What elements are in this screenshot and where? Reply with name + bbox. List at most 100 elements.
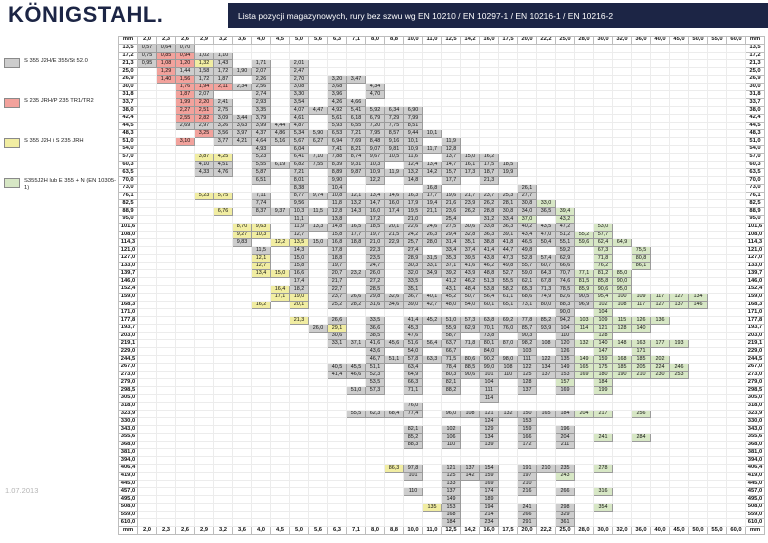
empty-cell bbox=[498, 425, 518, 434]
weight-cell: 45,5 bbox=[346, 362, 366, 372]
empty-cell bbox=[213, 246, 233, 255]
empty-cell bbox=[251, 331, 271, 341]
weight-cell: 169 bbox=[555, 386, 575, 395]
empty-cell bbox=[460, 502, 480, 512]
weight-cell: 142 bbox=[460, 471, 480, 481]
weight-cell: 3,56 bbox=[213, 129, 233, 139]
empty-cell bbox=[612, 253, 632, 263]
weight-cell: 13,5 bbox=[289, 238, 309, 248]
weight-cell: 110 bbox=[498, 370, 518, 380]
empty-cell bbox=[422, 425, 442, 434]
empty-cell bbox=[688, 323, 708, 333]
empty-cell bbox=[194, 277, 214, 286]
empty-cell bbox=[631, 378, 651, 388]
empty-cell bbox=[707, 347, 727, 357]
empty-cell bbox=[289, 463, 309, 473]
empty-cell bbox=[612, 417, 632, 427]
empty-cell bbox=[669, 183, 689, 193]
gray-swatch-icon bbox=[4, 58, 20, 68]
empty-cell bbox=[650, 253, 670, 263]
empty-cell bbox=[574, 463, 594, 473]
empty-cell bbox=[232, 448, 252, 458]
empty-cell bbox=[194, 487, 214, 497]
stock-table-body: mm 2,0 2,3 2,6 2,9 3,2 3,6 4,0 4,5 5,0 5,6 6,3 7,1 8,… bbox=[118, 36, 765, 535]
empty-cell bbox=[460, 425, 480, 434]
weight-cell: 6,94 bbox=[327, 137, 347, 146]
empty-cell bbox=[555, 59, 575, 69]
yellow-swatch-icon bbox=[4, 138, 20, 148]
empty-cell bbox=[707, 518, 727, 528]
empty-cell bbox=[536, 51, 556, 61]
weight-cell: 59,0 bbox=[517, 269, 537, 279]
empty-cell bbox=[289, 479, 309, 489]
weight-cell: 97,8 bbox=[403, 463, 423, 473]
empty-cell bbox=[726, 43, 746, 53]
empty-cell bbox=[726, 238, 746, 248]
diameter-cell: 108,0 bbox=[118, 230, 138, 240]
empty-cell bbox=[460, 90, 480, 100]
table-row: 419,0 101 125 142 159 197 243 419,0 bbox=[118, 471, 765, 481]
weight-cell: 137 bbox=[460, 463, 480, 473]
empty-cell bbox=[612, 43, 632, 53]
empty-cell bbox=[498, 121, 518, 131]
empty-cell bbox=[137, 90, 157, 100]
weight-cell: 90,3 bbox=[517, 331, 537, 341]
empty-cell bbox=[479, 74, 499, 84]
weight-cell: 21,7 bbox=[327, 277, 347, 286]
weight-cell: 8,57 bbox=[384, 129, 404, 139]
weight-cell: 10,1 bbox=[403, 137, 423, 146]
thickness-header-cell: 4,5 bbox=[270, 526, 290, 535]
empty-cell bbox=[498, 510, 518, 520]
empty-cell bbox=[346, 308, 366, 318]
empty-cell bbox=[137, 207, 157, 216]
empty-cell bbox=[384, 518, 404, 528]
weight-cell: 189 bbox=[479, 495, 499, 504]
diameter-cell: 44,5 bbox=[745, 121, 765, 131]
empty-cell bbox=[593, 176, 613, 185]
empty-cell bbox=[460, 74, 480, 84]
empty-cell bbox=[498, 90, 518, 100]
empty-cell bbox=[327, 495, 347, 504]
empty-cell bbox=[365, 308, 385, 318]
empty-cell bbox=[213, 253, 233, 263]
empty-cell bbox=[536, 425, 556, 434]
empty-cell bbox=[175, 277, 195, 286]
empty-cell bbox=[498, 518, 518, 528]
empty-cell bbox=[137, 370, 157, 380]
empty-cell bbox=[308, 59, 328, 69]
empty-cell bbox=[213, 183, 233, 193]
empty-cell bbox=[194, 362, 214, 372]
empty-cell bbox=[441, 308, 461, 318]
empty-cell bbox=[650, 176, 670, 185]
empty-cell bbox=[156, 425, 176, 434]
weight-cell: 31,5 bbox=[422, 253, 442, 263]
empty-cell bbox=[688, 253, 708, 263]
empty-cell bbox=[498, 417, 518, 427]
empty-cell bbox=[536, 401, 556, 411]
empty-cell bbox=[650, 386, 670, 395]
empty-cell bbox=[327, 378, 347, 388]
empty-cell bbox=[308, 362, 328, 372]
empty-cell bbox=[308, 144, 328, 154]
weight-cell: 12,4 bbox=[403, 160, 423, 170]
empty-cell bbox=[156, 510, 176, 520]
empty-cell bbox=[137, 518, 157, 528]
weight-cell: 53,0 bbox=[593, 222, 613, 232]
empty-cell bbox=[498, 113, 518, 123]
weight-cell: 17,4 bbox=[289, 277, 309, 286]
empty-cell bbox=[175, 448, 195, 458]
empty-cell bbox=[536, 487, 556, 497]
empty-cell bbox=[574, 137, 594, 146]
diameter-cell: 305,0 bbox=[118, 393, 138, 403]
weight-cell: 0,95 bbox=[137, 59, 157, 69]
weight-cell: 3,30 bbox=[289, 90, 309, 100]
weight-cell: 3,25 bbox=[194, 129, 214, 139]
empty-cell bbox=[669, 98, 689, 108]
empty-cell bbox=[270, 43, 290, 53]
weight-cell: 14,3 bbox=[289, 246, 309, 255]
empty-cell bbox=[194, 339, 214, 349]
empty-cell bbox=[574, 43, 594, 53]
table-row: 33,7 1,99 2,20 2,41 2,93 3,54 4,26 4,66 33,7 bbox=[118, 98, 765, 108]
empty-cell bbox=[707, 113, 727, 123]
